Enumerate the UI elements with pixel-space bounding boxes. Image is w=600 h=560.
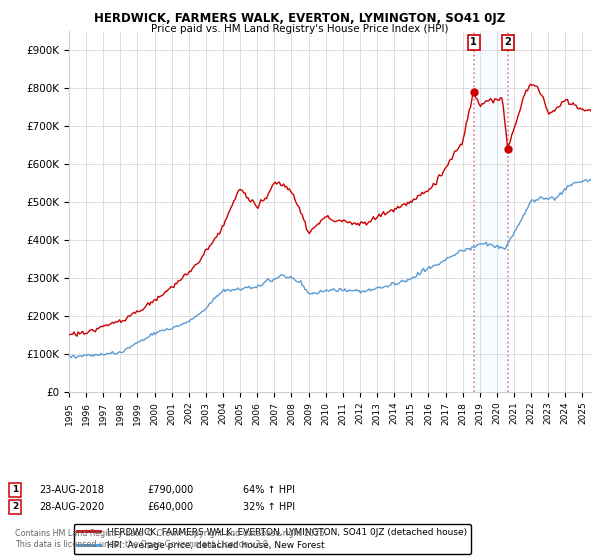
Text: 1: 1 xyxy=(12,486,18,494)
Text: 64% ↑ HPI: 64% ↑ HPI xyxy=(243,485,295,495)
Text: £790,000: £790,000 xyxy=(147,485,193,495)
Text: 2: 2 xyxy=(505,37,511,47)
Text: Price paid vs. HM Land Registry's House Price Index (HPI): Price paid vs. HM Land Registry's House … xyxy=(151,24,449,34)
Text: 2: 2 xyxy=(12,502,18,511)
Legend: HERDWICK, FARMERS WALK, EVERTON, LYMINGTON, SO41 0JZ (detached house), HPI: Aver: HERDWICK, FARMERS WALK, EVERTON, LYMINGT… xyxy=(74,524,470,554)
Text: Contains HM Land Registry data © Crown copyright and database right 2025.
This d: Contains HM Land Registry data © Crown c… xyxy=(15,529,327,549)
Text: 28-AUG-2020: 28-AUG-2020 xyxy=(39,502,104,512)
Text: £640,000: £640,000 xyxy=(147,502,193,512)
Text: 1: 1 xyxy=(470,37,477,47)
Text: HERDWICK, FARMERS WALK, EVERTON, LYMINGTON, SO41 0JZ: HERDWICK, FARMERS WALK, EVERTON, LYMINGT… xyxy=(94,12,506,25)
Text: 23-AUG-2018: 23-AUG-2018 xyxy=(39,485,104,495)
Bar xyxy=(474,31,508,392)
Text: 32% ↑ HPI: 32% ↑ HPI xyxy=(243,502,295,512)
